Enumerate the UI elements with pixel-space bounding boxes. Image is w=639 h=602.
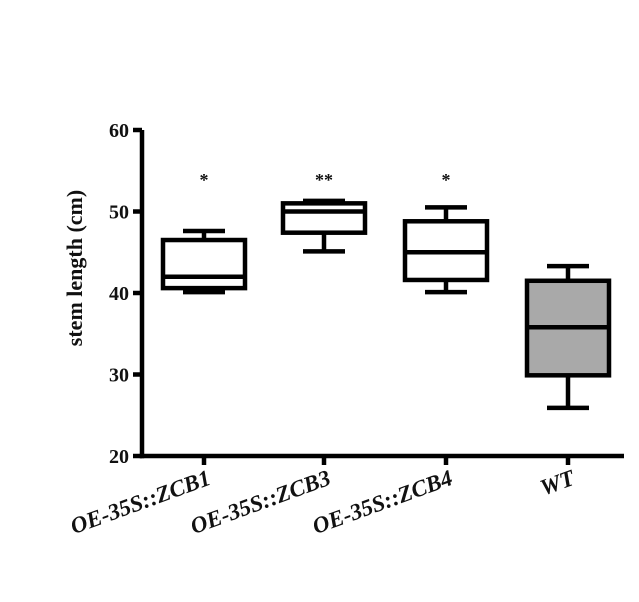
box-series: * ** * xyxy=(160,170,612,411)
box xyxy=(524,263,612,411)
axes xyxy=(133,127,624,465)
box-iqr xyxy=(160,237,248,291)
x-tick-label-gene: ZCB4 xyxy=(393,465,455,508)
y-tick-label: 40 xyxy=(109,283,129,305)
box: ** xyxy=(280,170,368,254)
x-tick-label: OE-35S::ZCB4 xyxy=(309,465,456,539)
x-tick-label-gene: WT xyxy=(537,465,579,501)
x-tick-label: WT xyxy=(537,465,579,501)
y-axis-label: stem length (cm) xyxy=(62,190,87,346)
y-tick-label: 50 xyxy=(109,202,129,224)
x-tick-label-prefix: OE-35S:: xyxy=(309,484,403,539)
significance-label: * xyxy=(442,170,451,190)
box: * xyxy=(160,170,248,295)
significance-label: ** xyxy=(315,170,333,190)
x-tick-label-gene: ZCB3 xyxy=(271,465,333,508)
significance-label: * xyxy=(200,170,209,190)
y-tick-label: 60 xyxy=(109,120,129,142)
x-tick-label-gene: ZCB1 xyxy=(151,465,213,508)
box: * xyxy=(402,170,490,295)
x-tick-label-prefix: OE-35S:: xyxy=(67,484,161,539)
box-iqr xyxy=(280,201,368,235)
y-tick-label: 30 xyxy=(109,365,129,387)
y-tick-label: 20 xyxy=(109,446,129,468)
